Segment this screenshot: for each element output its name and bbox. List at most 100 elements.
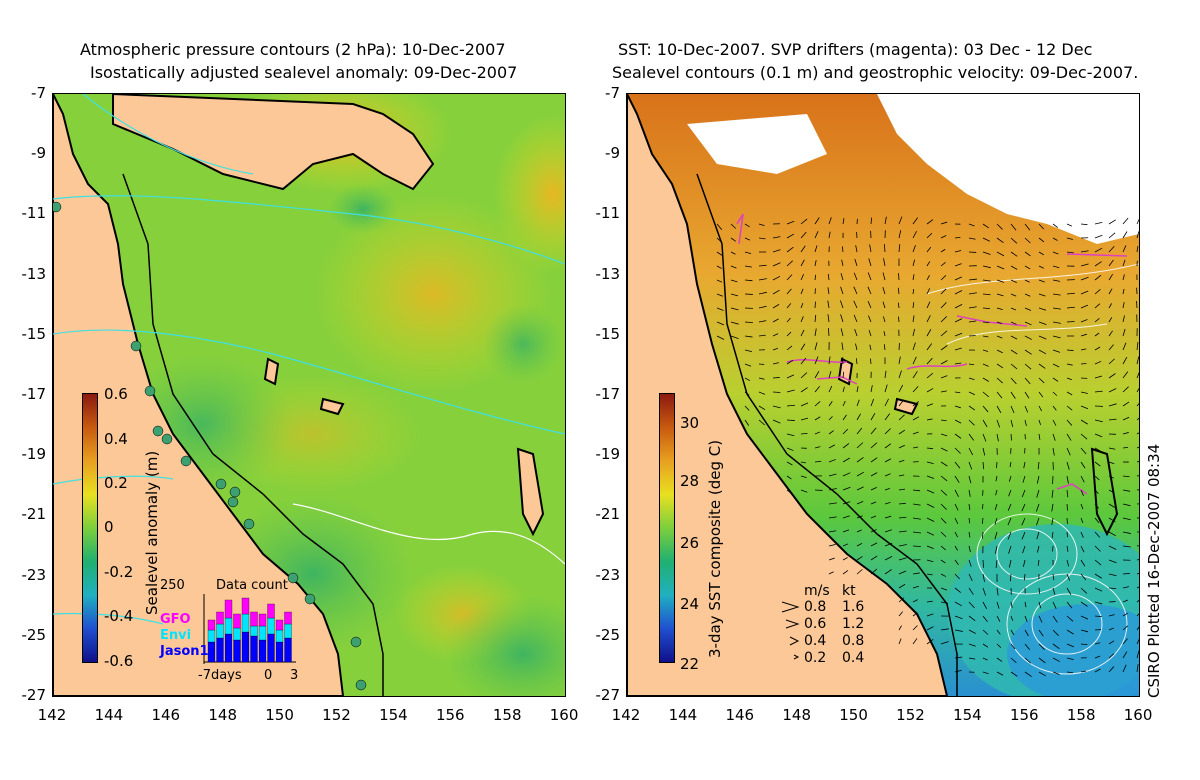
- sealevel-cb-tick: -0.2: [104, 563, 134, 581]
- cloud-mask: [877, 94, 1139, 244]
- x-tick-label: 142: [611, 706, 641, 724]
- x-tick-label: 144: [668, 706, 698, 724]
- sealevel-cb-tick: -0.6: [104, 652, 134, 670]
- sealevel-map-canvas: [53, 94, 565, 696]
- x-tick-label: 146: [151, 706, 181, 724]
- y-tick-label: -23: [595, 565, 621, 584]
- data-count-bar: [258, 625, 267, 641]
- y-tick-label: -17: [595, 385, 621, 403]
- y-tick-label: -25: [21, 625, 47, 644]
- data-count-bar: [275, 641, 284, 663]
- x-tick-label: 148: [782, 706, 811, 724]
- inset-legend-envi: Envi: [160, 628, 192, 643]
- speed-row-kt: 0.4: [842, 650, 865, 666]
- data-count-bar: [224, 617, 233, 635]
- data-count-bar: [267, 633, 275, 663]
- x-tick-label: 158: [1066, 706, 1096, 724]
- y-tick-label: -21: [595, 505, 621, 524]
- velocity-speed-legend: m/s kt 0.8 1.6 0.6 1.2 0.4 0.8 0.2 0.4: [780, 583, 890, 668]
- data-count-bar: [284, 637, 292, 663]
- data-count-bar: [284, 623, 292, 639]
- sst-map: [626, 93, 1140, 697]
- y-tick-label: -11: [21, 204, 47, 223]
- inset-title: Data count: [216, 578, 288, 593]
- data-count-bar: [216, 637, 224, 663]
- right-title-line1: SST: 10-Dec-2007. SVP drifters (magenta)…: [618, 40, 1093, 59]
- y-tick-label: -15: [595, 324, 621, 343]
- x-tick-label: 148: [208, 706, 237, 724]
- data-count-bar: [258, 639, 267, 663]
- sealevel-contours: [926, 263, 1139, 675]
- speed-row-ms: 0.6: [804, 616, 827, 632]
- data-count-bar: [207, 619, 216, 631]
- x-tick-label: 150: [265, 706, 294, 724]
- sst-cb-tick: 30: [680, 414, 700, 432]
- data-count-bar: [216, 611, 224, 625]
- data-count-bar: [241, 597, 250, 615]
- y-tick-label: -7: [31, 84, 46, 102]
- speed-row-ms: 0.8: [804, 599, 827, 615]
- sst-cb-tick: 26: [680, 534, 700, 552]
- speed-row-kt: 1.6: [842, 599, 865, 615]
- inset-legend-jason1: Jason1: [160, 644, 209, 659]
- y-tick-label: -25: [595, 625, 621, 644]
- data-count-bar: [233, 627, 241, 641]
- data-count-bar: [250, 635, 258, 663]
- x-tick-label: 152: [896, 706, 925, 724]
- inset-legend-gfo: GFO: [160, 612, 191, 627]
- speed-header-ms: m/s: [804, 583, 830, 599]
- data-count-bar: [207, 629, 216, 643]
- y-tick-label: -27: [21, 686, 47, 704]
- x-tick-label: 160: [1123, 706, 1153, 724]
- inset-x-left: -7days: [198, 668, 242, 683]
- sealevel-cb-tick: 0.6: [104, 385, 128, 403]
- data-count-bar: [241, 631, 250, 663]
- left-title-line1: Atmospheric pressure contours (2 hPa): 1…: [80, 40, 506, 59]
- sealevel-colorbar-label: Sealevel anomaly (m): [143, 450, 161, 615]
- left-title-line2: Isostatically adjusted sealevel anomaly:…: [90, 63, 518, 82]
- data-count-bar: [267, 617, 275, 635]
- australia-landmass-sst: [627, 94, 949, 696]
- svp-drifter-tracks: [736, 213, 1128, 495]
- y-tick-label: -23: [21, 565, 47, 584]
- speed-row-ms: 0.2: [804, 650, 827, 666]
- sst-cb-tick: 28: [680, 472, 700, 490]
- data-count-bar: [216, 623, 224, 639]
- inset-x-right: 3: [290, 668, 299, 683]
- x-tick-label: 154: [379, 706, 408, 724]
- speed-legend-arrows: [781, 601, 800, 660]
- speed-row-kt: 1.2: [842, 616, 865, 632]
- y-tick-label: -21: [21, 505, 47, 524]
- x-tick-label: 150: [839, 706, 868, 724]
- y-tick-label: -17: [21, 385, 47, 403]
- x-tick-label: 156: [1009, 706, 1039, 724]
- x-tick-label: 142: [37, 706, 67, 724]
- sst-colorbar: [659, 393, 675, 663]
- australia-landmass: [53, 94, 345, 696]
- data-count-inset: 250 Data count GFO Envi Jason1 -7days 0 …: [160, 578, 300, 686]
- right-title-line2: Sealevel contours (0.1 m) and geostrophi…: [612, 63, 1139, 82]
- sealevel-anomaly-map: [52, 93, 566, 697]
- x-tick-label: 160: [549, 706, 579, 724]
- y-tick-label: -27: [595, 686, 621, 704]
- sealevel-colorbar: [82, 393, 98, 663]
- sst-cb-tick: 22: [680, 655, 700, 673]
- data-count-bar: [224, 599, 233, 619]
- y-tick-label: -19: [21, 445, 47, 464]
- credit-label: CSIRO Plotted 16-Dec-2007 08:34: [1145, 443, 1163, 698]
- x-tick-label: 152: [322, 706, 351, 724]
- speed-row-ms: 0.4: [804, 633, 827, 649]
- x-tick-label: 158: [492, 706, 522, 724]
- sealevel-cb-tick: 0.2: [104, 474, 128, 492]
- data-count-bar: [284, 611, 292, 625]
- data-count-bar: [275, 619, 284, 631]
- sst-cb-tick: 24: [680, 595, 700, 613]
- inset-ymax: 250: [160, 578, 185, 593]
- data-count-bar: [267, 603, 275, 619]
- data-count-bar: [258, 613, 267, 627]
- y-tick-label: -13: [21, 264, 47, 283]
- speed-header-kt: kt: [842, 583, 856, 599]
- x-tick-label: 156: [435, 706, 465, 724]
- sealevel-cb-tick: -0.4: [104, 607, 134, 625]
- sealevel-cb-tick: 0.4: [104, 430, 128, 448]
